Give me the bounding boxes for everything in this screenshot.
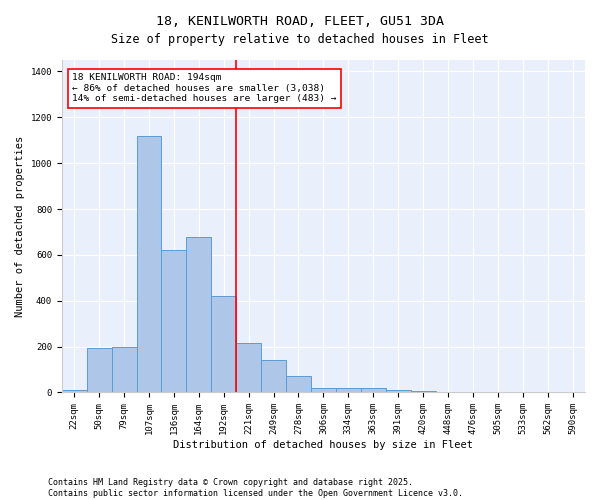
Bar — [112, 346, 137, 393]
Bar — [137, 136, 161, 392]
Text: Contains HM Land Registry data © Crown copyright and database right 2025.
Contai: Contains HM Land Registry data © Crown c… — [48, 478, 463, 498]
Text: Size of property relative to detached houses in Fleet: Size of property relative to detached ho… — [111, 32, 489, 46]
Bar — [211, 296, 236, 392]
Bar — [161, 250, 187, 392]
Text: 18 KENILWORTH ROAD: 194sqm
← 86% of detached houses are smaller (3,038)
14% of s: 18 KENILWORTH ROAD: 194sqm ← 86% of deta… — [72, 74, 337, 103]
Bar — [86, 348, 112, 393]
Bar — [286, 376, 311, 392]
Bar — [311, 388, 336, 392]
Y-axis label: Number of detached properties: Number of detached properties — [15, 136, 25, 317]
Bar — [187, 236, 211, 392]
Bar — [386, 390, 410, 392]
Bar — [336, 388, 361, 392]
Bar — [261, 360, 286, 392]
Text: 18, KENILWORTH ROAD, FLEET, GU51 3DA: 18, KENILWORTH ROAD, FLEET, GU51 3DA — [156, 15, 444, 28]
Bar — [236, 343, 261, 392]
X-axis label: Distribution of detached houses by size in Fleet: Distribution of detached houses by size … — [173, 440, 473, 450]
Bar — [62, 390, 86, 392]
Bar — [361, 388, 386, 392]
